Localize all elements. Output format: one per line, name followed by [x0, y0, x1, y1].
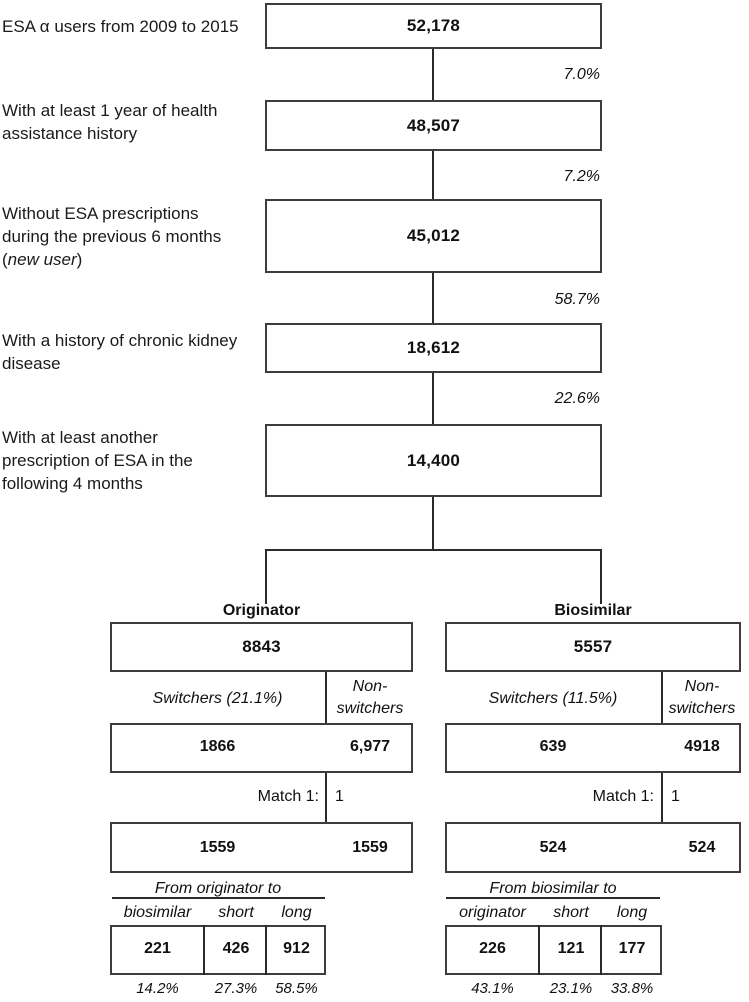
originator-dest-value-long: 912 [283, 940, 310, 957]
connector-line [432, 373, 434, 424]
connector-line [432, 273, 434, 323]
flow-box-final-cohort: 14,400 [265, 424, 602, 497]
originator-dest-divider-1 [203, 925, 205, 975]
connector-line [432, 151, 434, 199]
step-label-ckd: With a history of chronic kidney disease [2, 331, 238, 373]
originator-switch-to-title: From originator to [154, 880, 282, 897]
originator-matched-box [110, 822, 413, 873]
flow-box-ckd: 18,612 [265, 323, 602, 373]
excluded-pct-4: 22.6% [554, 390, 600, 407]
branch-drop-line-right [600, 549, 602, 604]
biosimilar-matched-switchers: 524 [539, 839, 567, 856]
biosimilar-match-label: Match 1: [592, 788, 654, 805]
biosimilar-non-switchers-value: 4918 [684, 738, 720, 755]
biosimilar-dest-box [445, 925, 662, 975]
biosimilar-dest-pct-long: 33.8% [610, 980, 654, 997]
biosimilar-matched-box [445, 822, 741, 873]
branch-title-biosimilar: Biosimilar [554, 602, 632, 619]
branch-title-originator: Originator [222, 602, 301, 619]
biosimilar-total-box: 5557 [445, 622, 741, 672]
biosimilar-non-switchers-label: Non-switchers [668, 678, 736, 717]
excluded-pct-1: 7.0% [563, 66, 600, 83]
biosimilar-dest-col-long: long [616, 904, 648, 921]
originator-switchers-label: Switchers (21.1%) [152, 690, 283, 707]
biosimilar-dest-value-short: 121 [557, 940, 585, 957]
originator-non-switchers-label: Non-switchers [336, 678, 404, 717]
step-label-esa-users: ESA α users from 2009 to 2015 [2, 17, 239, 36]
originator-match-label: Match 1: [257, 788, 319, 805]
flow-box-total-users: 52,178 [265, 3, 602, 49]
connector-line [432, 497, 434, 550]
biosimilar-switchers-label: Switchers (11.5%) [488, 690, 618, 707]
originator-switch-to-underline [112, 897, 325, 899]
originator-dest-value-short: 426 [222, 940, 250, 957]
biosimilar-dest-pct-originator: 43.1% [471, 980, 514, 997]
excluded-pct-2: 7.2% [563, 168, 600, 185]
branch-split-line [265, 549, 602, 551]
step-label-new-user: Without ESA prescriptions during the pre… [2, 204, 222, 269]
originator-matched-switchers: 1559 [199, 839, 236, 856]
originator-matched-non-switchers: 1559 [352, 839, 388, 856]
biosimilar-dest-divider-2 [600, 925, 602, 975]
biosimilar-switch-to-title: From biosimilar to [489, 880, 617, 897]
originator-non-switchers-value: 6,977 [349, 738, 391, 755]
originator-switch-box [110, 723, 413, 773]
biosimilar-dest-col-short: short [553, 904, 589, 921]
flow-box-new-users: 45,012 [265, 199, 602, 273]
biosimilar-dest-divider-1 [538, 925, 540, 975]
originator-dest-pct-biosimilar: 14.2% [136, 980, 179, 997]
biosimilar-match-value: 1 [671, 788, 680, 805]
originator-dest-divider-2 [265, 925, 267, 975]
originator-total-box: 8843 [110, 622, 413, 672]
originator-dest-pct-short: 27.3% [214, 980, 258, 997]
originator-dest-col-short: short [218, 904, 254, 921]
originator-match-value: 1 [335, 788, 344, 805]
originator-dest-pct-long: 58.5% [275, 980, 318, 997]
originator-dest-value-biosimilar: 221 [144, 940, 171, 957]
branch-drop-line-left [265, 549, 267, 604]
originator-dest-col-biosimilar: biosimilar [123, 904, 192, 921]
biosimilar-dest-col-originator: originator [459, 904, 526, 921]
biosimilar-dest-value-long: 177 [618, 940, 646, 957]
biosimilar-matched-non-switchers: 524 [688, 839, 716, 856]
step-label-another-prescription: With at least another prescription of ES… [2, 428, 193, 493]
excluded-pct-3: 58.7% [554, 291, 600, 308]
biosimilar-dest-pct-short: 23.1% [549, 980, 593, 997]
biosimilar-switch-box [445, 723, 741, 773]
originator-dest-box [110, 925, 326, 975]
originator-dest-col-long: long [281, 904, 312, 921]
biosimilar-switchers-value: 639 [539, 738, 567, 755]
originator-switchers-value: 1866 [199, 738, 236, 755]
step-label-history: With at least 1 year of health assistanc… [2, 101, 218, 143]
connector-line [432, 49, 434, 100]
flow-box-1yr-history: 48,507 [265, 100, 602, 151]
biosimilar-dest-value-originator: 226 [479, 940, 506, 957]
biosimilar-switch-to-underline [446, 897, 660, 899]
